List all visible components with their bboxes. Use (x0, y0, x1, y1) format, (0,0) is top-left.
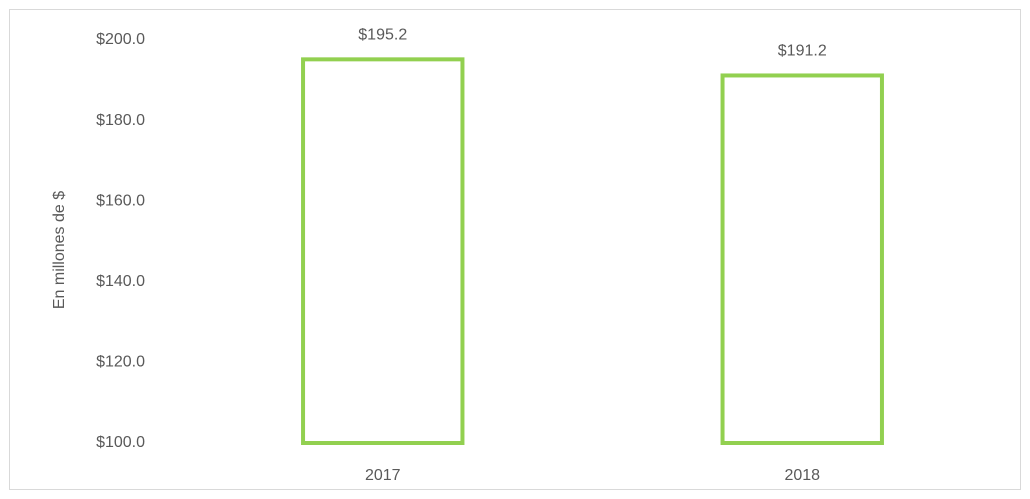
data-label: $195.2 (358, 27, 407, 44)
y-tick-label: $140.0 (96, 273, 145, 290)
chart-border (9, 9, 1021, 490)
data-label: $191.2 (778, 43, 827, 60)
x-tick-label: 2018 (784, 467, 820, 484)
x-tick-label: 2017 (365, 467, 401, 484)
y-tick-label: $120.0 (96, 354, 145, 371)
y-tick-label: $200.0 (96, 31, 145, 48)
bar (720, 73, 884, 446)
y-tick-label: $100.0 (96, 434, 145, 451)
y-axis-label: En millones de $ (51, 191, 68, 309)
y-tick-label: $160.0 (96, 192, 145, 209)
y-tick-label: $180.0 (96, 112, 145, 129)
bar (301, 57, 465, 446)
